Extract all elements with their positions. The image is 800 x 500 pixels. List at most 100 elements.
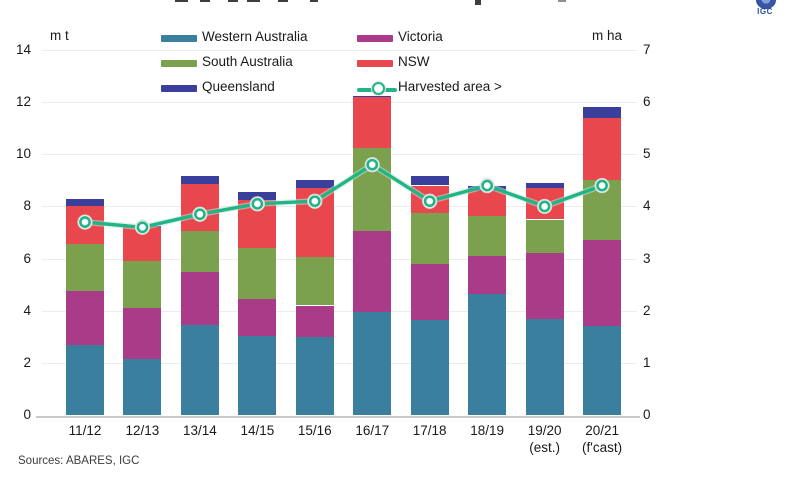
bar-segment-south-australia-19/20 <box>525 219 564 254</box>
x-sublabel-20/21: (f'cast) <box>582 440 623 455</box>
harvested-area-legend-marker-icon <box>372 82 385 95</box>
legend-swatch-south-australia-icon <box>161 60 197 67</box>
legend-item-label: Harvested area > <box>398 79 502 94</box>
x-label-14/15: 14/15 <box>240 423 275 438</box>
cropped-title-fragment <box>228 0 238 2</box>
left-tick-14: 14 <box>15 42 31 57</box>
bar-segment-nsw-14/15 <box>238 199 277 249</box>
cropped-title-fragment <box>200 0 210 2</box>
bar-segment-south-australia-16/17 <box>353 147 392 232</box>
right-tick-4: 4 <box>643 198 651 214</box>
bar-segment-nsw-13/14 <box>180 184 219 232</box>
x-sublabel-19/20: (est.) <box>529 440 560 455</box>
bar-segment-western-australia-11/12 <box>66 344 104 415</box>
x-label-16/17: 16/17 <box>355 423 390 438</box>
cropped-title-fragment <box>558 0 566 2</box>
legend-swatch-victoria-icon <box>357 35 393 42</box>
cropped-title-fragment <box>310 0 318 2</box>
x-label-13/14: 13/14 <box>182 423 217 438</box>
right-tick-1: 1 <box>643 354 651 370</box>
bar-segment-queensland-15/16 <box>295 180 334 189</box>
bar-segment-south-australia-11/12 <box>66 244 104 292</box>
bar-segment-western-australia-14/15 <box>238 335 277 415</box>
gridline-12 <box>42 102 637 104</box>
bar-segment-victoria-16/17 <box>353 231 392 312</box>
left-tick-10: 10 <box>15 146 31 162</box>
x-label-12/13: 12/13 <box>125 423 160 438</box>
gridline-4 <box>42 310 637 312</box>
bar-segment-western-australia-20/21 <box>583 326 622 415</box>
bar-segment-queensland-18/19 <box>468 185 507 191</box>
left-tick-0: 0 <box>23 407 31 422</box>
bar-segment-victoria-20/21 <box>583 240 622 327</box>
bar-segment-nsw-17/18 <box>410 185 449 213</box>
left-tick-8: 8 <box>23 198 31 214</box>
gridline-14 <box>42 50 637 51</box>
right-axis-unit-label: m ha <box>592 28 623 43</box>
left-axis-unit-label: m t <box>50 28 69 43</box>
cropped-title-fragment <box>247 0 260 2</box>
left-tick-12: 12 <box>15 94 31 110</box>
legend-item-victoria: Victoria <box>357 29 547 50</box>
bar-segment-western-australia-17/18 <box>410 319 449 415</box>
harvested-area-line-halo <box>84 161 604 231</box>
x-label-18/19: 18/19 <box>470 423 505 438</box>
legend-swatch-western-australia-icon <box>161 35 197 42</box>
bar-segment-queensland-17/18 <box>410 176 449 186</box>
bar-segment-victoria-19/20 <box>525 253 564 319</box>
bar-segment-western-australia-16/17 <box>353 312 392 415</box>
bar-segment-western-australia-19/20 <box>525 318 564 415</box>
bar-segment-queensland-13/14 <box>180 176 219 185</box>
legend-swatch-queensland-icon <box>161 85 197 92</box>
bar-segment-queensland-19/20 <box>525 183 564 189</box>
legend-swatch-nsw-icon <box>357 60 393 67</box>
source-note: Sources: ABARES, IGC <box>18 455 140 467</box>
right-tick-3: 3 <box>643 250 651 266</box>
cropped-title-fragment <box>475 0 481 5</box>
legend-item-western-australia: Western Australia <box>161 29 351 50</box>
bar-segment-queensland-14/15 <box>238 192 277 200</box>
bar-segment-south-australia-18/19 <box>468 215 507 256</box>
x-label-11/12: 11/12 <box>68 423 102 438</box>
bar-segment-victoria-15/16 <box>295 305 334 337</box>
bar-segment-nsw-11/12 <box>66 206 104 245</box>
cropped-title-fragment <box>278 0 288 2</box>
legend-item-label: Western Australia <box>202 29 308 44</box>
legend-item-label: Queensland <box>202 79 275 94</box>
left-tick-2: 2 <box>23 354 31 370</box>
igc-logo: IGC <box>0 0 776 22</box>
bar-segment-nsw-16/17 <box>353 96 392 148</box>
bar-segment-western-australia-18/19 <box>468 293 507 415</box>
right-tick-0: 0 <box>643 407 651 422</box>
left-tick-6: 6 <box>23 250 31 266</box>
bar-segment-victoria-13/14 <box>180 271 219 325</box>
bar-segment-south-australia-14/15 <box>238 248 277 299</box>
bar-segment-victoria-14/15 <box>238 299 277 336</box>
harvested-area-line <box>84 162 603 230</box>
right-tick-7: 7 <box>643 42 651 57</box>
bar-segment-victoria-12/13 <box>123 308 162 359</box>
bar-segment-nsw-12/13 <box>123 227 162 262</box>
bar-segment-queensland-16/17 <box>353 95 392 97</box>
bar-segment-south-australia-12/13 <box>123 261 162 309</box>
gridline-6 <box>42 258 637 260</box>
bar-segment-south-australia-15/16 <box>295 257 334 306</box>
gridline-2 <box>42 362 637 364</box>
bar-segment-south-australia-20/21 <box>583 180 622 241</box>
bar-segment-queensland-20/21 <box>583 107 622 118</box>
bar-segment-south-australia-17/18 <box>410 212 449 264</box>
bar-segment-queensland-12/13 <box>123 226 162 228</box>
right-tick-5: 5 <box>643 146 651 162</box>
bar-segment-nsw-19/20 <box>525 188 564 220</box>
bar-segment-queensland-11/12 <box>66 198 104 207</box>
left-tick-4: 4 <box>23 302 31 318</box>
right-tick-2: 2 <box>643 302 651 318</box>
gridline-10 <box>42 154 637 156</box>
bar-segment-south-australia-13/14 <box>180 231 219 272</box>
bar-segment-victoria-18/19 <box>468 256 507 294</box>
x-label-20/21: 20/21 <box>585 423 619 438</box>
cropped-title-fragment <box>175 0 188 2</box>
legend-item-queensland: Queensland <box>161 79 351 100</box>
legend-item-label: NSW <box>398 54 430 69</box>
